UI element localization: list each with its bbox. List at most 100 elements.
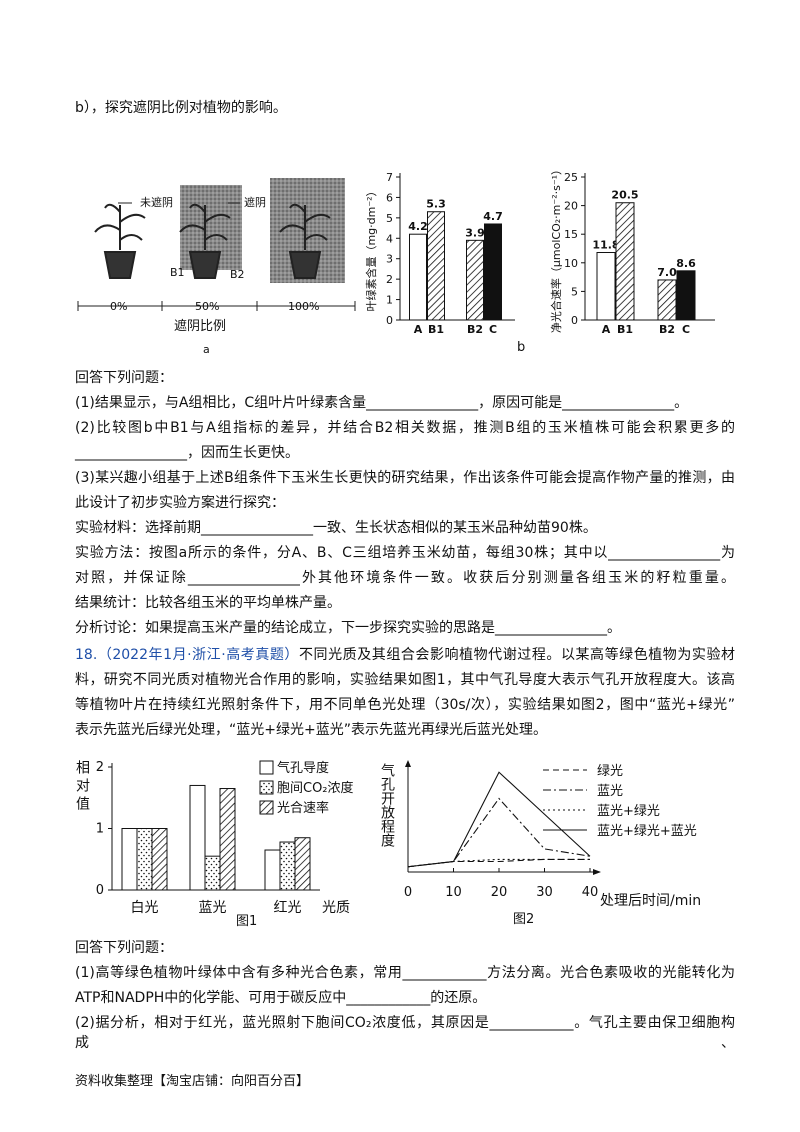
y-tick-label: 0	[571, 314, 578, 327]
value-label: 3.9	[465, 226, 485, 239]
label: 遮阴	[244, 195, 266, 209]
legend-label: 蓝光+绿光+蓝光	[597, 824, 697, 839]
x-tick-label: 10	[445, 885, 462, 900]
bar	[615, 202, 635, 321]
text-line: (2)据分析，相对于红光，蓝光照射下胞间CO₂浓度低，其原因是_________…	[75, 1015, 735, 1051]
y-tick-label: 2	[386, 273, 393, 286]
y-tick-label: 4	[386, 232, 393, 245]
x-axis-label: 光质	[322, 900, 350, 916]
chart-b1: 0 1 2 3 4 5 6 7 叶绿素含量（mg·dm⁻²） 4.2 A 5.3 B1 3.9 B2 4.7 C	[364, 171, 515, 336]
bar	[189, 784, 206, 891]
x-tick-label: A	[602, 323, 611, 336]
value-label: 7.0	[657, 266, 677, 279]
text-line: 实验材料：选择前期________________一致、生长状态相似的某玉米品种…	[75, 520, 597, 536]
x-tick-label: 蓝光	[199, 900, 227, 916]
value-label: 11.8	[592, 239, 619, 252]
line-series	[407, 771, 591, 868]
text-line: 回答下列问题：	[75, 940, 173, 956]
legend-label: 胞间CO₂浓度	[277, 780, 354, 796]
x-tick-label: 20	[491, 885, 508, 900]
text-line: (1)高等绿色植物叶绿体中含有多种光合色素，常用____________方法分离…	[75, 965, 735, 981]
y-axis-label: 气孔开放程度	[379, 763, 395, 847]
legend-swatch	[259, 760, 274, 775]
x-tick-label: C	[682, 323, 690, 336]
legend-label: 蓝光	[597, 784, 623, 799]
y-tick-label: 10	[564, 257, 578, 270]
y-axis-label: 叶绿素含量（mg·dm⁻²）	[364, 185, 378, 311]
caption: 图2	[513, 912, 534, 927]
x-tick-label: 红光	[274, 900, 302, 916]
y-tick-label: 3	[386, 253, 393, 266]
y-tick-label: 5	[571, 285, 578, 298]
legend-swatch	[259, 800, 274, 815]
label: 50%	[195, 300, 219, 313]
y-tick-label: 7	[386, 171, 393, 184]
y-tick-label: 1	[386, 294, 393, 307]
text-line: 回答下列问题：	[75, 370, 173, 386]
figure-a: 未遮阴 遮阴 B1 B2 0% 50% 100% 遮阴比例 a	[77, 178, 356, 356]
text-line: 实验方法：按图a所示的条件，分A、B、C三组培养玉米幼苗，每组30株；其中以__…	[75, 545, 735, 561]
legend-label: 光合速率	[277, 800, 329, 816]
x-tick-label: B2	[467, 323, 483, 336]
x-tick-label: A	[414, 323, 423, 336]
bar	[264, 849, 281, 891]
y-tick-label: 15	[564, 228, 578, 241]
text-line: ATP和NADPH中的化学能、可用于碳反应中____________的还原。	[75, 990, 487, 1006]
value-label: 5.3	[426, 198, 446, 211]
x-tick-label: 40	[582, 885, 599, 900]
caption: b	[517, 340, 526, 355]
value-label: 8.6	[676, 257, 696, 270]
text-line: 结果统计：比较各组玉米的平均单株产量。	[75, 595, 341, 611]
label: B2	[230, 268, 245, 281]
text-line: 分析讨论：如果提高玉米产量的结论成立，下一步探究实验的思路是__________…	[75, 620, 621, 636]
bar	[279, 841, 296, 891]
caption: a	[203, 343, 210, 356]
bar	[676, 270, 696, 321]
bar	[466, 239, 484, 321]
bar	[136, 828, 153, 891]
y-axis-label: 净光合速率（μmolCO₂·m⁻²·s⁻¹）	[549, 164, 563, 333]
x-tick-label: B1	[617, 323, 633, 336]
text-line: 此设计了初步实验方案进行探究：	[75, 495, 285, 511]
x-tick-label: C	[489, 323, 497, 336]
legend-swatch	[259, 780, 274, 795]
bar	[219, 788, 236, 891]
question-number: 18.	[75, 647, 98, 663]
bar	[657, 279, 677, 321]
y-tick-label: 20	[564, 200, 578, 213]
x-tick-label: 30	[536, 885, 553, 900]
bar	[596, 252, 616, 321]
bar	[204, 855, 221, 891]
label: 100%	[288, 300, 319, 313]
bar	[151, 828, 168, 891]
line-series	[407, 797, 591, 868]
axis-label: 遮阴比例	[174, 318, 226, 334]
y-tick-label: 0	[386, 314, 393, 327]
text-line: (3)某兴趣小组基于上述B组条件下玉米生长更快的研究结果，作出该条件可能会提高作…	[75, 470, 735, 486]
value-label: 4.2	[408, 220, 428, 233]
text: 不同光质及其组合会影响植物代谢过程。以某高等绿色植物为实验材	[299, 647, 736, 663]
bar	[409, 233, 427, 321]
value-label: 20.5	[611, 189, 638, 202]
y-tick-label: 5	[386, 212, 393, 225]
y-axis-label: 相对值	[74, 760, 90, 814]
y-tick-label: 6	[386, 191, 393, 204]
text-line: ________________，因而生长更快。	[75, 445, 299, 461]
axis-arrow	[405, 760, 601, 875]
legend-label: 绿光	[597, 764, 623, 779]
label: B1	[170, 266, 185, 279]
footer: 资料收集整理【淘宝店铺：向阳百分百】	[75, 1074, 310, 1089]
bar	[121, 828, 138, 891]
source: （2022年1月·浙江·高考真题）	[97, 647, 299, 663]
text-line: 对照，并保证除________________外其他环境条件一致。收获后分别测量…	[75, 570, 735, 586]
x-tick-label: 0	[404, 885, 412, 900]
x-tick-label: B1	[428, 323, 444, 336]
text-line: (1)结果显示，与A组相比，C组叶片叶绿素含量________________，…	[75, 395, 689, 411]
value-label: 4.7	[483, 210, 503, 223]
plants	[77, 202, 356, 311]
y-tick-label: 25	[564, 171, 578, 184]
